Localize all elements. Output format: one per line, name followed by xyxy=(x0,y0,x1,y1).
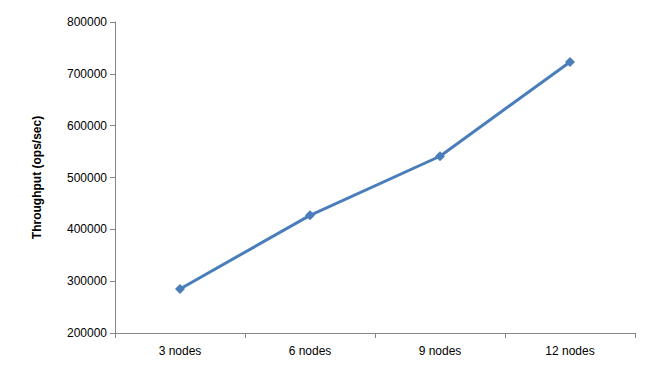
svg-text:400000: 400000 xyxy=(67,222,107,236)
svg-text:3 nodes: 3 nodes xyxy=(159,344,202,358)
svg-text:500000: 500000 xyxy=(67,171,107,185)
svg-text:12 nodes: 12 nodes xyxy=(545,344,594,358)
svg-text:300000: 300000 xyxy=(67,274,107,288)
svg-text:600000: 600000 xyxy=(67,119,107,133)
svg-text:9 nodes: 9 nodes xyxy=(419,344,462,358)
svg-text:700000: 700000 xyxy=(67,67,107,81)
svg-text:Throughput (ops/sec): Throughput (ops/sec) xyxy=(30,116,44,239)
svg-text:800000: 800000 xyxy=(67,15,107,29)
svg-text:6 nodes: 6 nodes xyxy=(289,344,332,358)
svg-text:200000: 200000 xyxy=(67,326,107,340)
